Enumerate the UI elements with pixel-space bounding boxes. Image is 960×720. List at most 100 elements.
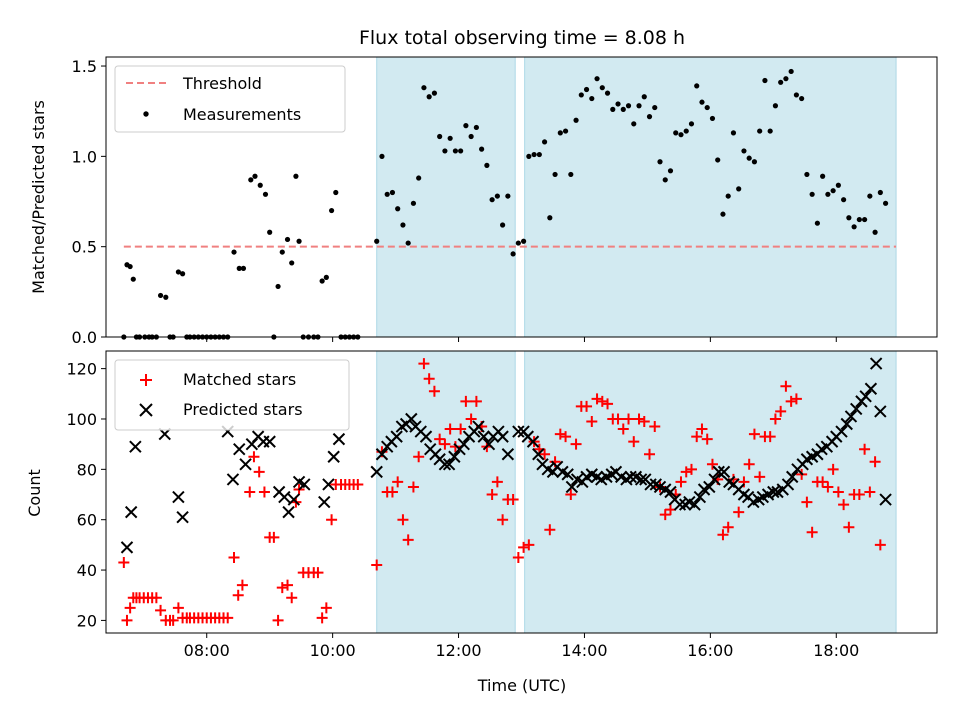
matched-star-marker xyxy=(775,405,787,417)
measurement-point xyxy=(709,115,716,122)
measurement-point xyxy=(536,151,542,158)
measurement-point xyxy=(526,153,532,159)
measurement-point xyxy=(646,114,653,120)
predicted-stars-legend-label: Predicted stars xyxy=(183,400,303,419)
top-y-axis-label: Matched/Predicted stars xyxy=(29,100,48,294)
measurement-point xyxy=(400,222,406,228)
matched-star-marker xyxy=(486,489,498,501)
measurement-point xyxy=(589,95,595,102)
matched-stars-legend-swatch xyxy=(140,374,152,386)
predicted-star-marker xyxy=(239,458,252,471)
bottom-observing-windows xyxy=(376,350,897,634)
matched-star-marker xyxy=(320,602,332,614)
predicted-star-marker xyxy=(438,458,452,471)
predicted-star-marker xyxy=(233,442,246,456)
matched-star-marker xyxy=(717,529,729,541)
matched-star-marker xyxy=(859,443,871,455)
measurement-point xyxy=(458,148,464,154)
measurement-point xyxy=(127,263,133,270)
predicted-star-marker xyxy=(526,435,540,448)
measurement-point xyxy=(620,106,626,112)
measurement-point xyxy=(421,85,427,91)
predicted-star-marker xyxy=(688,498,701,511)
predicted-star-marker xyxy=(644,478,657,491)
matched-star-marker xyxy=(554,428,566,440)
matched-star-marker xyxy=(843,521,855,533)
predicted-star-marker xyxy=(390,430,403,443)
bottom-axis-ticks: 08:00 10:00 12:00 14:00 16:00 18:00 20 40 60 80 10… xyxy=(66,360,859,660)
measurement-point xyxy=(426,94,432,100)
measurement-point xyxy=(333,189,339,196)
matched-star-marker xyxy=(444,423,456,435)
measurement-point xyxy=(741,148,747,154)
measurement-point xyxy=(279,249,285,255)
matched-star-marker xyxy=(706,458,718,470)
top-axis-ticks: 0.0 0.5 1.0 1.5 xyxy=(72,57,837,347)
matched-star-marker xyxy=(869,456,881,468)
predicted-star-marker xyxy=(482,437,496,451)
predicted-star-marker xyxy=(850,402,863,416)
measurement-point xyxy=(578,92,584,98)
x-axis-label: Time (UTC) xyxy=(477,676,566,695)
y-tick-label: 1.5 xyxy=(72,57,97,76)
predicted-star-marker xyxy=(785,470,799,484)
x-tick-label: 18:00 xyxy=(813,641,859,660)
predicted-star-marker xyxy=(419,430,433,443)
matched-star-marker xyxy=(155,604,167,616)
matched-star-marker xyxy=(228,551,240,563)
top-legend: Threshold Measurements xyxy=(114,65,346,133)
matched-star-marker xyxy=(392,476,404,488)
measurement-point xyxy=(515,240,521,246)
bottom-plot-frame xyxy=(105,350,938,634)
x-tick-label: 10:00 xyxy=(310,641,356,660)
matched-star-marker xyxy=(874,539,886,551)
measurement-point xyxy=(520,238,527,244)
measurement-point xyxy=(384,191,390,197)
matched-star-marker xyxy=(326,514,338,526)
measurement-point xyxy=(625,103,632,109)
bottom-legend-frame xyxy=(114,359,350,431)
chart-title: Flux total observing time = 8.08 h xyxy=(359,27,685,49)
measurement-point xyxy=(557,130,563,136)
matched-star-marker xyxy=(512,551,524,563)
x-tick-label: 14:00 xyxy=(561,641,607,660)
measurement-point xyxy=(678,132,684,138)
predicted-star-marker xyxy=(879,493,892,506)
measurement-point xyxy=(846,215,852,221)
matched-star-marker xyxy=(539,448,551,460)
measurement-point xyxy=(688,121,695,127)
measurement-point xyxy=(862,216,868,223)
measurement-point xyxy=(882,200,889,206)
predicted-star-marker xyxy=(298,478,311,491)
measurement-point xyxy=(820,173,826,179)
matched-star-marker xyxy=(172,602,184,614)
measurement-point xyxy=(788,68,794,75)
predicted-star-marker xyxy=(442,458,456,471)
measurement-point xyxy=(720,211,726,217)
matched-star-marker xyxy=(316,612,328,624)
matched-star-marker xyxy=(733,506,745,518)
measurement-point xyxy=(751,159,758,165)
matched-star-marker xyxy=(407,481,419,493)
matched-star-marker xyxy=(312,567,324,579)
measurement-point xyxy=(856,216,862,223)
measurement-point xyxy=(757,128,763,134)
measurement-point xyxy=(431,90,438,96)
measurement-point xyxy=(452,148,458,154)
measurement-point xyxy=(262,191,269,197)
measurement-point xyxy=(468,133,474,140)
matched-star-marker xyxy=(623,413,635,425)
measurement-point xyxy=(289,260,295,266)
measurement-point xyxy=(867,193,873,199)
matched-star-marker xyxy=(150,592,162,604)
measurement-point xyxy=(257,182,263,188)
matched-star-marker xyxy=(428,385,440,397)
matched-star-marker xyxy=(236,579,248,591)
matched-star-marker xyxy=(232,589,244,601)
top-observing-windows xyxy=(376,56,897,338)
top-plot-frame xyxy=(105,56,938,338)
measurement-point xyxy=(599,85,605,91)
predicted-star-marker xyxy=(840,417,853,431)
measurement-point xyxy=(804,171,810,178)
measurement-point xyxy=(683,128,689,134)
